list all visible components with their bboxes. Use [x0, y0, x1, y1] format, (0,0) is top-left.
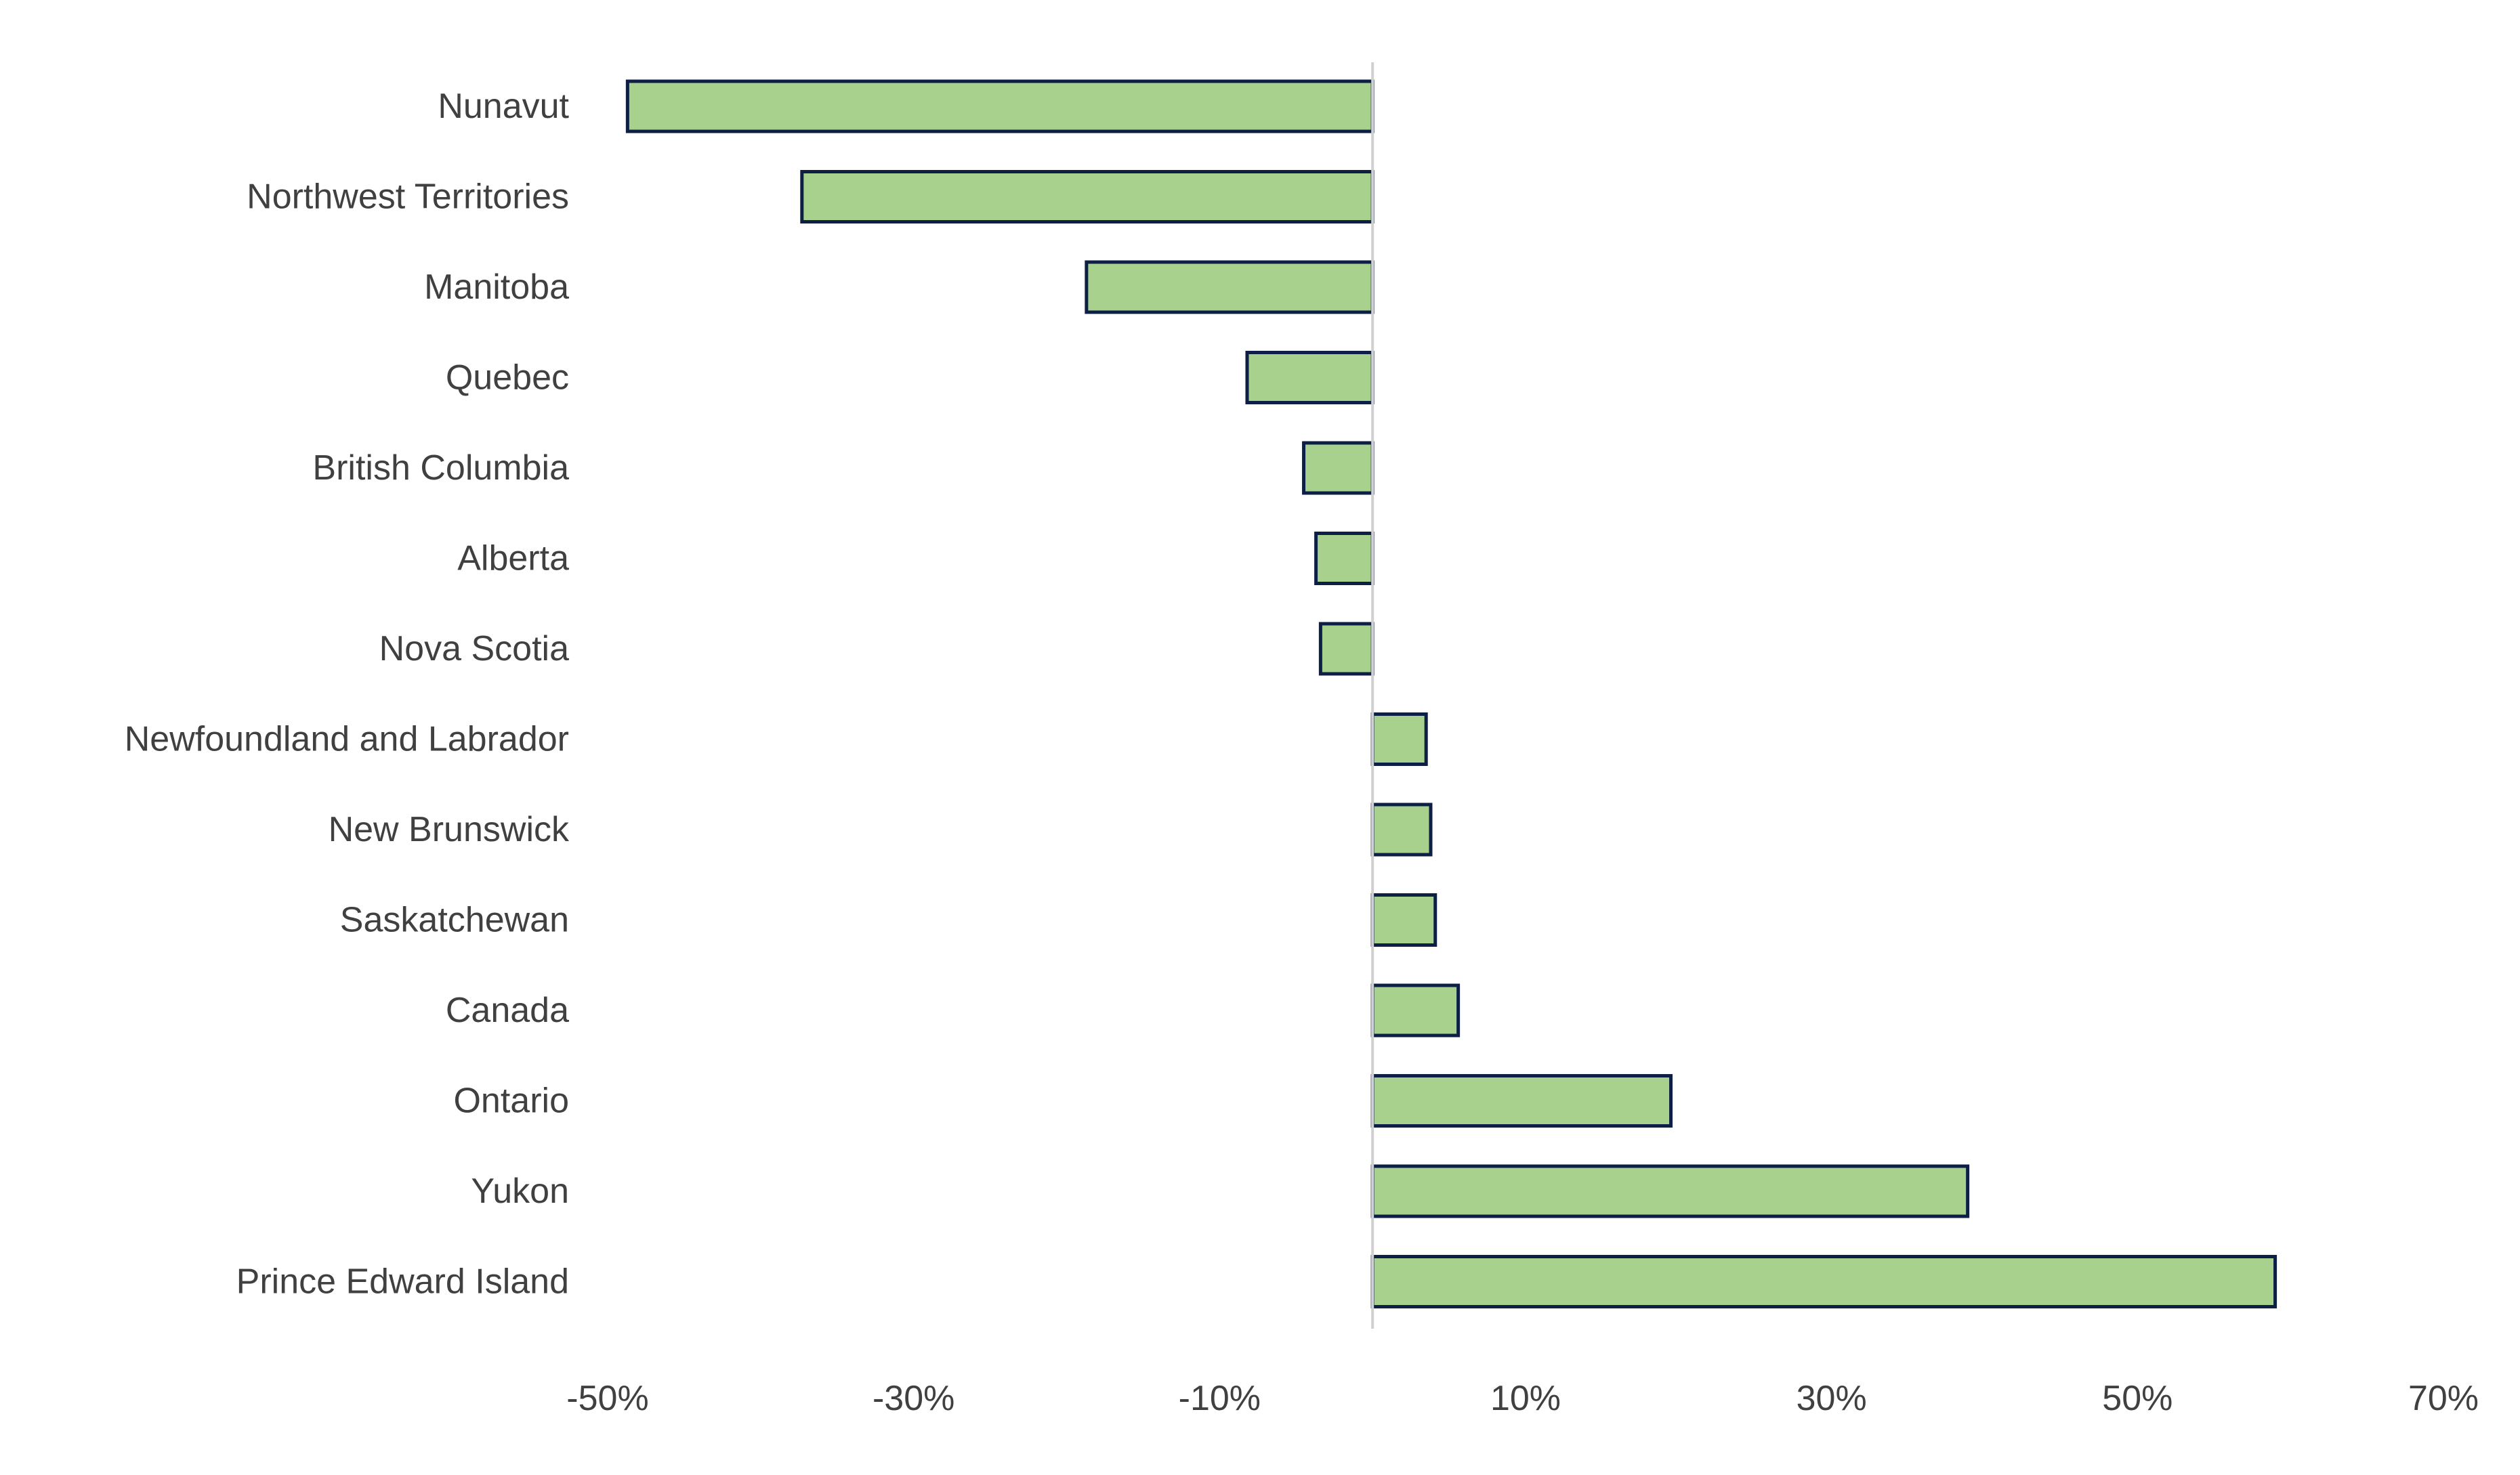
- x-tick-label: 70%: [2408, 1379, 2479, 1418]
- category-label: Newfoundland and Labrador: [125, 720, 569, 759]
- category-label: Saskatchewan: [340, 901, 569, 940]
- category-labels-group: Nunavut Northwest Territories Manitoba Queb…: [125, 87, 570, 1302]
- category-label: Prince Edward Island: [236, 1262, 569, 1302]
- category-label: British Columbia: [312, 448, 569, 488]
- bar-nova-scotia: [1318, 622, 1374, 676]
- category-label: Quebec: [446, 358, 569, 398]
- x-tick-label: 50%: [2102, 1379, 2172, 1418]
- category-label: Nova Scotia: [379, 629, 569, 668]
- bar-newfoundland-and-labrador: [1370, 712, 1428, 766]
- category-label: Alberta: [457, 539, 569, 578]
- x-tick-labels-group: -50% -30% -10% 10% 30% 50% 70%: [566, 1379, 2479, 1418]
- category-label: Northwest Territories: [247, 177, 569, 217]
- bar-saskatchewan: [1370, 893, 1437, 947]
- category-label: Yukon: [471, 1172, 569, 1211]
- bar-canada: [1370, 983, 1461, 1038]
- category-label: New Brunswick: [329, 810, 570, 849]
- bar-ontario: [1370, 1074, 1673, 1128]
- x-tick-label: 30%: [1797, 1379, 1867, 1418]
- bar-northwest-territories: [800, 170, 1374, 223]
- bars-group: [625, 79, 2277, 1308]
- bar-new-brunswick: [1370, 803, 1433, 857]
- x-tick-label: -50%: [566, 1379, 648, 1418]
- category-label: Manitoba: [424, 268, 569, 307]
- bar-british-columbia: [1302, 441, 1374, 495]
- x-tick-label: 10%: [1490, 1379, 1561, 1418]
- bar-yukon: [1370, 1164, 1970, 1218]
- category-label: Canada: [446, 991, 569, 1030]
- category-label: Ontario: [453, 1082, 569, 1121]
- bar-alberta: [1314, 532, 1374, 585]
- x-tick-label: -10%: [1179, 1379, 1261, 1418]
- bar-quebec: [1245, 351, 1374, 404]
- bar-manitoba: [1085, 260, 1374, 314]
- x-tick-label: -30%: [873, 1379, 954, 1418]
- category-label: Nunavut: [438, 87, 569, 126]
- bar-prince-edward-island: [1370, 1255, 2277, 1308]
- bar-nunavut: [625, 79, 1374, 133]
